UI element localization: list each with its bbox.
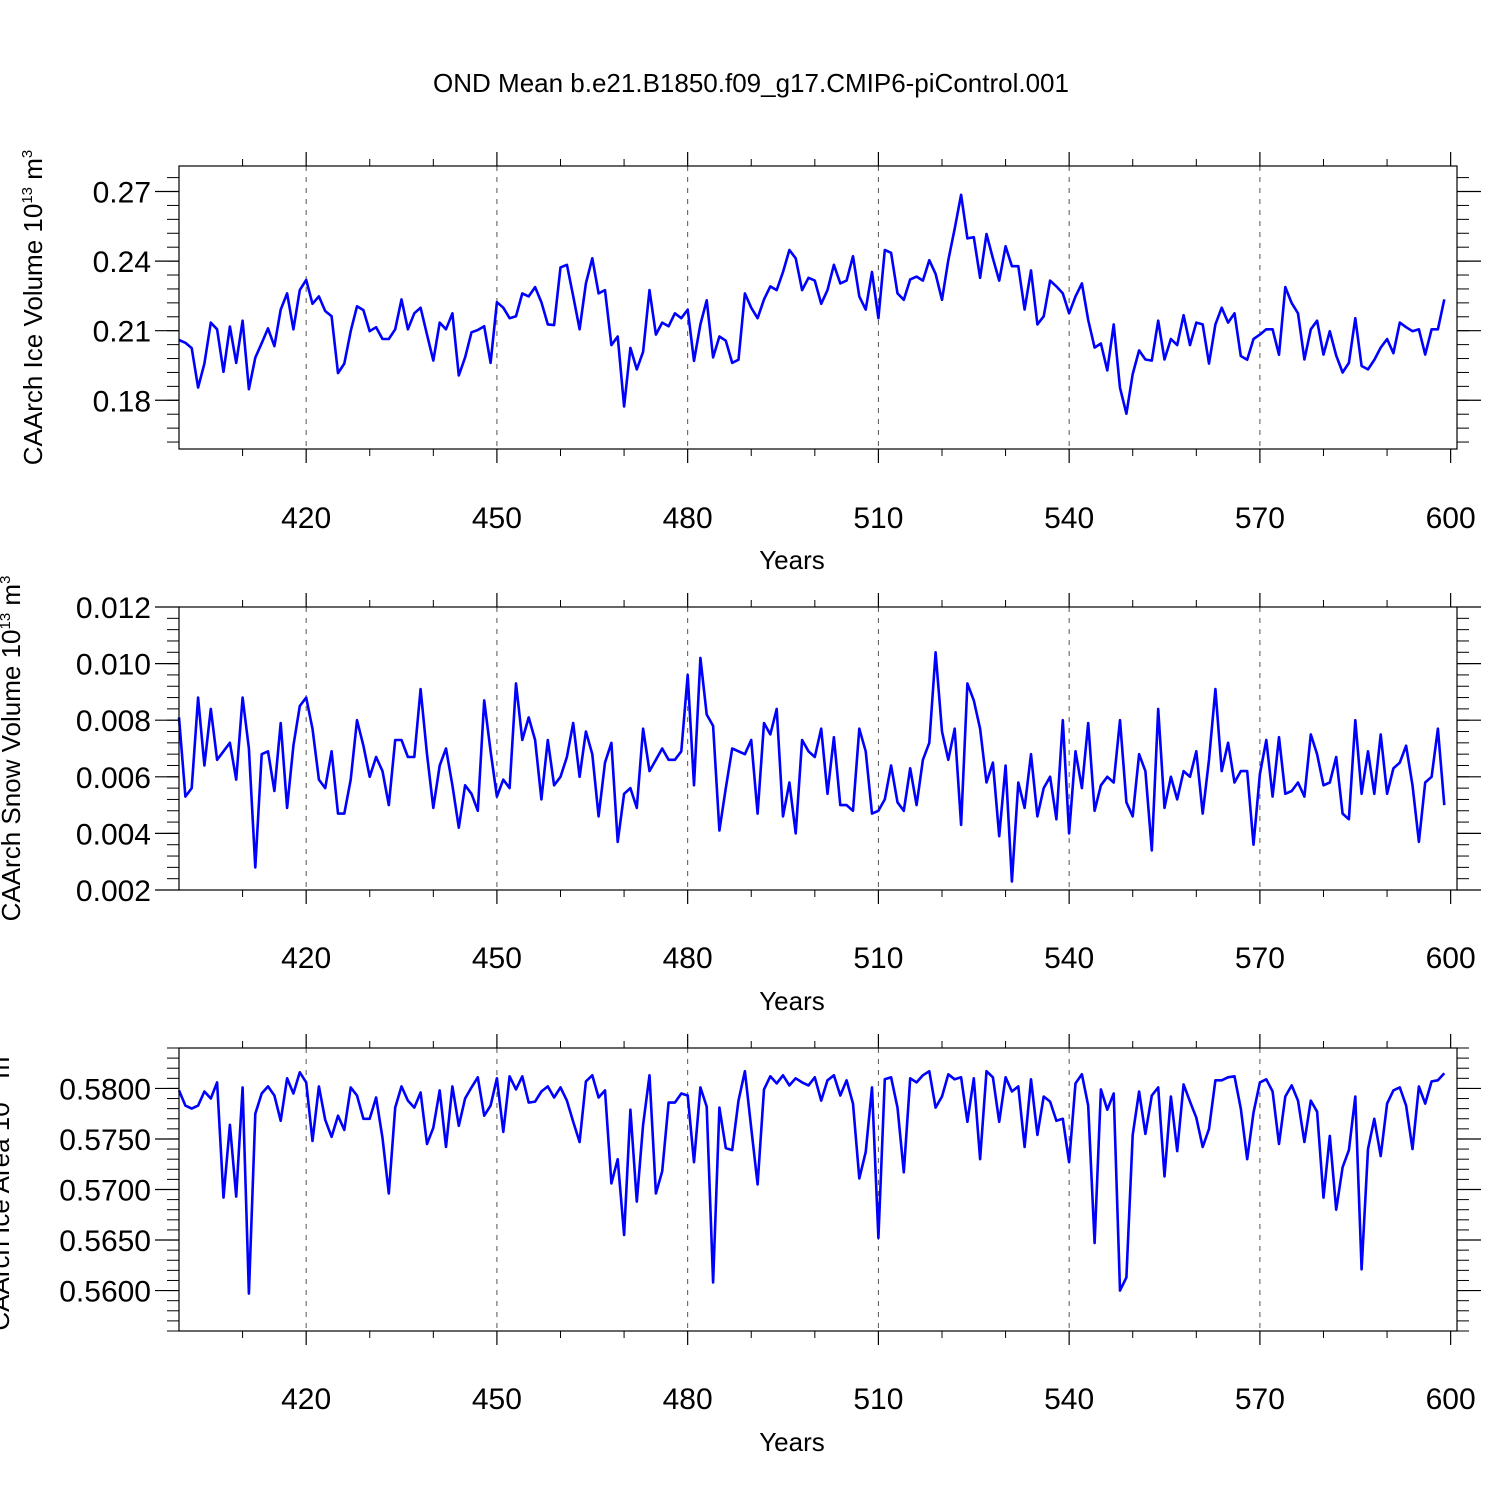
area-y-axis-label: CAArch Ice Area 1013 m2 bbox=[0, 1048, 15, 1330]
snow-x-axis-label: Years bbox=[759, 986, 825, 1016]
ice-y-tick-label: 0.21 bbox=[93, 316, 151, 349]
ice-volume-panel: 420 450 480 510 540 570 600 0.18 0.21 0.24 0.27 Y… bbox=[18, 150, 1481, 575]
snow-y-tick-label: 0.002 bbox=[76, 875, 151, 908]
ice-grid-lines bbox=[305, 166, 1261, 449]
snow-y-tick-label: 0.006 bbox=[76, 762, 151, 795]
ice-x-tick-labels: 420 450 480 510 540 570 600 bbox=[281, 502, 1476, 535]
area-x-tick-label: 540 bbox=[1044, 1383, 1094, 1416]
ice-x-tick-label: 540 bbox=[1044, 502, 1094, 535]
snow-x-tick-label: 480 bbox=[663, 942, 713, 975]
ice-x-tick-label: 570 bbox=[1235, 502, 1285, 535]
ice-x-tick-label: 510 bbox=[853, 502, 903, 535]
ice-x-tick-label: 450 bbox=[472, 502, 522, 535]
snow-y-tick-label: 0.012 bbox=[76, 592, 151, 625]
area-grid-lines bbox=[305, 1048, 1261, 1331]
area-y-tick-labels: 0.5600 0.5650 0.5700 0.5750 0.5800 bbox=[59, 1073, 151, 1308]
ice-y-tick-label: 0.24 bbox=[93, 246, 151, 279]
area-x-tick-label: 420 bbox=[281, 1383, 331, 1416]
snow-grid-lines bbox=[305, 607, 1261, 890]
snow-y-axis-label: CAArch Snow Volume 1013 m3 bbox=[0, 576, 26, 922]
area-y-tick-label: 0.5650 bbox=[59, 1225, 151, 1258]
snow-x-tick-label: 600 bbox=[1426, 942, 1476, 975]
ice-major-ticks bbox=[155, 152, 1481, 463]
ice-minor-ticks bbox=[167, 159, 1469, 456]
area-x-tick-label: 510 bbox=[853, 1383, 903, 1416]
ice-y-axis-label: CAArch Ice Volume 1013 m3 bbox=[18, 150, 48, 466]
snow-y-tick-label: 0.010 bbox=[76, 649, 151, 682]
snow-x-tick-labels: 420 450 480 510 540 570 600 bbox=[281, 942, 1476, 975]
area-x-tick-labels: 420 450 480 510 540 570 600 bbox=[281, 1383, 1476, 1416]
area-x-axis-label: Years bbox=[759, 1427, 825, 1457]
ice-x-tick-label: 420 bbox=[281, 502, 331, 535]
chart-title: OND Mean b.e21.B1850.f09_g17.CMIP6-piCon… bbox=[433, 68, 1069, 98]
ice-x-tick-label: 480 bbox=[663, 502, 713, 535]
snow-y-tick-labels: 0.002 0.004 0.006 0.008 0.010 0.012 bbox=[76, 592, 151, 908]
snow-x-tick-label: 420 bbox=[281, 942, 331, 975]
snow-y-tick-label: 0.008 bbox=[76, 705, 151, 738]
snow-x-tick-label: 510 bbox=[853, 942, 903, 975]
ice-plot-frame bbox=[178, 165, 1458, 450]
area-x-tick-label: 450 bbox=[472, 1383, 522, 1416]
snow-x-tick-label: 450 bbox=[472, 942, 522, 975]
snow-volume-series-line bbox=[177, 650, 1446, 883]
ice-area-panel: 420 450 480 510 540 570 600 0.5600 0.5650 0.5700… bbox=[0, 1034, 1481, 1457]
ice-y-tick-label: 0.27 bbox=[93, 177, 151, 210]
snow-x-tick-label: 570 bbox=[1235, 942, 1285, 975]
snow-volume-panel: 420 450 480 510 540 570 600 0.0020.0040.0060.0… bbox=[0, 576, 1481, 1016]
area-y-tick-label: 0.5750 bbox=[59, 1124, 151, 1157]
snow-y-tick-label: 0.004 bbox=[76, 818, 151, 851]
ice-x-axis-label: Years bbox=[759, 545, 825, 575]
ice-x-tick-label: 600 bbox=[1426, 502, 1476, 535]
area-x-tick-label: 480 bbox=[663, 1383, 713, 1416]
snow-plot-frame bbox=[178, 606, 1458, 891]
snow-x-tick-label: 540 bbox=[1044, 942, 1094, 975]
ice-y-tick-labels: 0.18 0.21 0.24 0.27 bbox=[93, 177, 151, 419]
ice-area-series-line bbox=[177, 1069, 1446, 1295]
area-x-tick-label: 600 bbox=[1426, 1383, 1476, 1416]
area-y-tick-label: 0.5700 bbox=[59, 1175, 151, 1208]
ice-volume-series-line bbox=[178, 193, 1446, 416]
snow-major-ticks bbox=[155, 593, 1481, 904]
area-y-tick-label: 0.5800 bbox=[59, 1073, 151, 1106]
area-major-ticks bbox=[155, 1034, 1481, 1345]
ice-y-tick-label: 0.18 bbox=[93, 385, 151, 418]
area-y-tick-label: 0.5600 bbox=[59, 1276, 151, 1309]
area-x-tick-label: 570 bbox=[1235, 1383, 1285, 1416]
